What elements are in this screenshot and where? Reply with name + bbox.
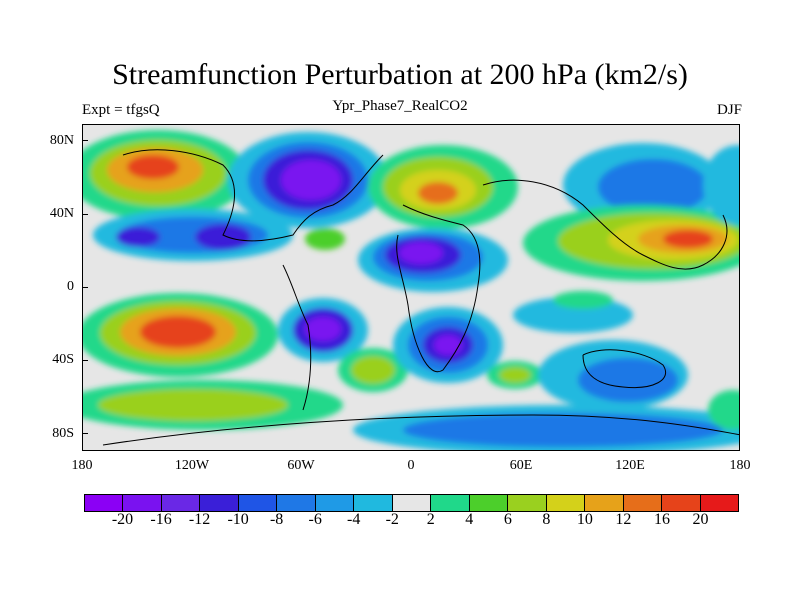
colorbar-label: -10 (227, 511, 249, 528)
colorbar-box (161, 495, 201, 511)
colorbar (84, 494, 739, 512)
colorbar-box (238, 495, 278, 511)
colorbar-box (469, 495, 509, 511)
colorbar-label: -6 (308, 511, 322, 528)
colorbar-box (700, 495, 738, 511)
lat-label-0: 0 (67, 279, 74, 294)
colorbar-label: 20 (692, 511, 709, 528)
colorbar-label: -8 (269, 511, 284, 528)
ytick-80n (82, 140, 88, 141)
season-label: DJF (716, 102, 742, 118)
colorbar-label: 8 (542, 511, 551, 528)
lon-label-120e: 120E (615, 458, 645, 473)
lon-label-60w: 60W (287, 458, 315, 473)
colorbar-label: 10 (576, 511, 593, 528)
colorbar-box (662, 495, 701, 511)
colorbar-label: -4 (347, 511, 361, 528)
lon-label-0: 0 (407, 458, 415, 473)
colorbar-box (123, 495, 162, 511)
colorbar-label: -20 (111, 511, 134, 528)
lon-label-180w: 180 (71, 458, 93, 473)
ytick-40n (82, 214, 88, 215)
lat-label-40n: 40N (49, 206, 74, 221)
coastlines (102, 149, 739, 446)
colorbar-box (546, 495, 586, 511)
colorbar-label: 2 (426, 511, 435, 528)
colorbar-label: -16 (150, 511, 172, 528)
chart-title: Streamfunction Perturbation at 200 hPa (… (112, 58, 688, 91)
streamfunction-map (82, 124, 740, 451)
colorbar-label: 16 (653, 511, 670, 528)
colorbar-label: 4 (465, 511, 474, 528)
experiment-label: Expt = tfgsQ (82, 102, 160, 118)
colorbar-box (85, 495, 124, 511)
colorbar-box (200, 495, 239, 511)
colorbar-label: 6 (503, 511, 512, 528)
contour-field (83, 125, 739, 450)
lat-label-40s: 40S (52, 352, 74, 367)
ytick-40s (82, 360, 88, 361)
colorbar-box (431, 495, 470, 511)
lon-label-60e: 60E (509, 458, 533, 473)
lat-label-80s: 80S (52, 426, 74, 441)
case-label: Ypr_Phase7_RealCO2 (332, 98, 468, 114)
colorbar-box (277, 495, 316, 511)
colorbar-box (354, 495, 393, 511)
colorbar-box (315, 495, 355, 511)
colorbar-box (623, 495, 663, 511)
ytick-0 (82, 287, 88, 288)
colorbar-box (585, 495, 624, 511)
ytick-80s (82, 433, 88, 434)
colorbar-label: -12 (188, 511, 211, 528)
colorbar-label: -2 (385, 511, 399, 528)
colorbar-box (392, 495, 432, 511)
lat-label-80n: 80N (49, 133, 74, 148)
colorbar-label: 12 (615, 511, 632, 528)
lon-label-180e: 180 (729, 458, 751, 473)
colorbar-box (508, 495, 547, 511)
lon-label-120w: 120W (174, 458, 210, 473)
